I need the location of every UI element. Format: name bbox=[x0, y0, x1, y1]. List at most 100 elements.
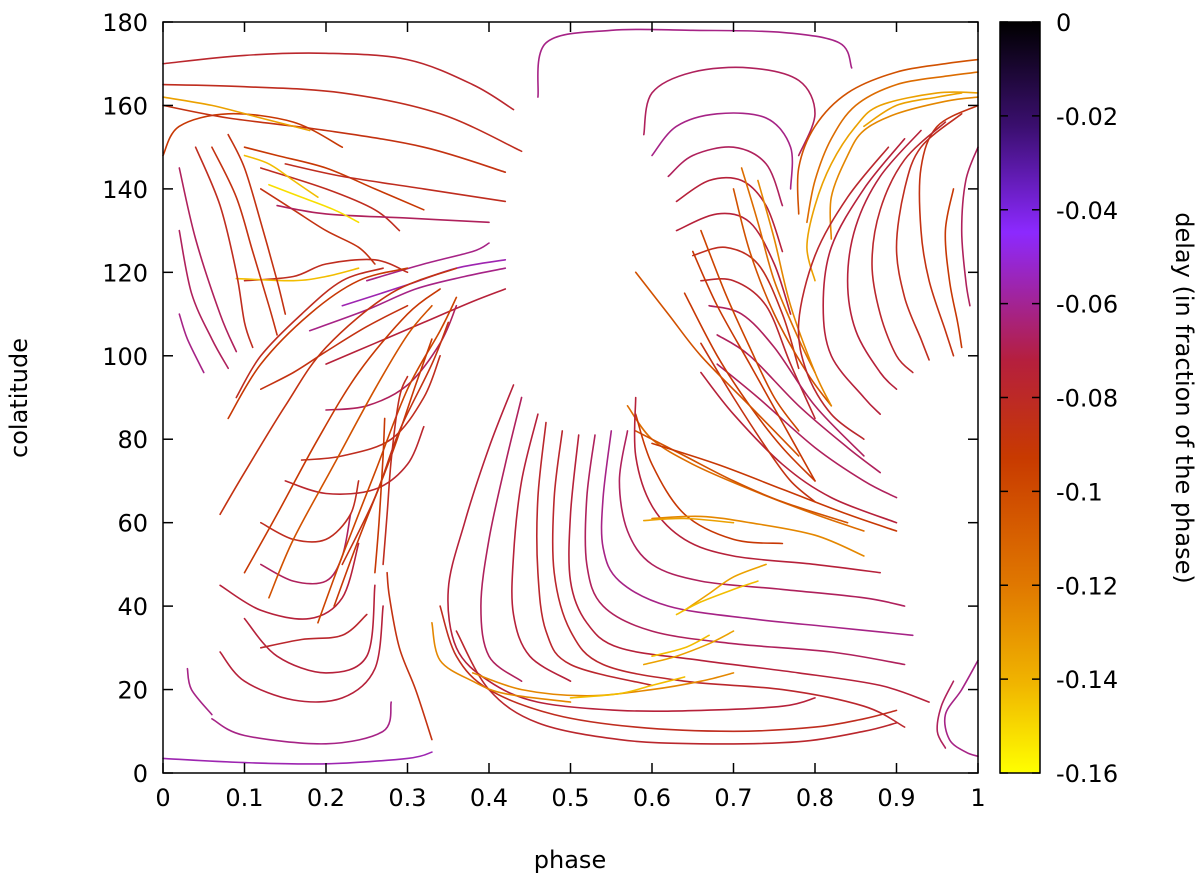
field-line-25 bbox=[317, 296, 458, 624]
field-line-53 bbox=[675, 212, 792, 315]
field-line-21 bbox=[227, 267, 409, 420]
field-line-91 bbox=[651, 515, 865, 557]
field-line-34 bbox=[211, 146, 278, 336]
field-line-54 bbox=[692, 246, 800, 370]
field-line-97 bbox=[863, 92, 963, 128]
field-line-26 bbox=[333, 338, 433, 607]
field-line-3 bbox=[186, 667, 213, 716]
field-line-17 bbox=[366, 242, 490, 282]
y-axis-label: colatitude bbox=[5, 338, 33, 458]
field-line-58 bbox=[716, 363, 898, 499]
field-line-31 bbox=[178, 229, 229, 370]
field-line-0 bbox=[162, 751, 433, 765]
x-tick-label: 0.9 bbox=[877, 784, 915, 812]
x-tick-label: 0.2 bbox=[307, 784, 345, 812]
field-line-8 bbox=[260, 513, 352, 585]
field-line-27 bbox=[341, 321, 450, 566]
field-line-72 bbox=[633, 396, 881, 574]
field-line-88 bbox=[651, 634, 710, 657]
field-line-35 bbox=[227, 133, 287, 315]
x-tick-label: 1 bbox=[970, 784, 985, 812]
colorbar-tick-label: -0.04 bbox=[1056, 197, 1118, 225]
y-tick-label: 180 bbox=[102, 9, 148, 37]
field-line-86 bbox=[569, 676, 686, 699]
field-line-11 bbox=[300, 355, 441, 461]
field-line-84 bbox=[431, 622, 572, 703]
field-line-67 bbox=[692, 250, 816, 482]
colorbar-tick-label: 0 bbox=[1056, 9, 1071, 37]
x-tick-label: 0.7 bbox=[714, 784, 752, 812]
field-line-49 bbox=[643, 66, 816, 157]
field-line-51 bbox=[667, 146, 784, 207]
field-line-90 bbox=[675, 580, 759, 616]
x-tick-label: 0 bbox=[155, 784, 170, 812]
field-line-14 bbox=[325, 288, 507, 365]
field-line-83 bbox=[455, 630, 898, 745]
field-line-96 bbox=[796, 58, 979, 215]
field-line-15 bbox=[308, 267, 507, 332]
field-line-7 bbox=[219, 542, 360, 620]
field-line-77 bbox=[551, 430, 906, 728]
field-line-20 bbox=[235, 267, 384, 399]
field-line-63 bbox=[732, 188, 833, 407]
field-line-104 bbox=[797, 146, 890, 440]
field-line-40 bbox=[284, 163, 507, 203]
field-line-29 bbox=[382, 375, 409, 566]
field-line-19 bbox=[235, 267, 360, 282]
x-axis-label: phase bbox=[534, 846, 606, 874]
field-line-22 bbox=[219, 267, 458, 516]
field-line-95 bbox=[806, 71, 979, 224]
field-line-71 bbox=[634, 413, 784, 545]
field-line-81 bbox=[447, 384, 816, 713]
y-tick-label: 0 bbox=[133, 760, 148, 788]
x-axis: 0 0.1 0.2 0.3 0.4 0.5 0.6 0.7 0.8 0.9 1 bbox=[155, 22, 986, 812]
x-tick-label: 0.8 bbox=[796, 784, 834, 812]
field-line-100 bbox=[895, 113, 963, 361]
field-line-103 bbox=[822, 138, 906, 415]
field-line-30 bbox=[178, 313, 205, 374]
field-line-65 bbox=[757, 179, 833, 407]
field-line-99 bbox=[918, 104, 979, 357]
field-line-66 bbox=[634, 271, 800, 457]
field-line-68 bbox=[626, 405, 865, 532]
colorbar-tick-label: -0.16 bbox=[1056, 760, 1118, 788]
field-line-47 bbox=[268, 183, 360, 224]
field-line-33 bbox=[194, 146, 254, 349]
field-line-36 bbox=[243, 146, 425, 211]
field-line-73 bbox=[618, 430, 906, 607]
x-tick-label: 0.3 bbox=[388, 784, 426, 812]
field-line-80 bbox=[480, 396, 523, 682]
field-line-48 bbox=[537, 28, 853, 98]
field-line-74 bbox=[600, 430, 914, 637]
field-line-75 bbox=[584, 434, 906, 666]
field-line-38 bbox=[260, 167, 401, 232]
field-line-106 bbox=[943, 659, 979, 758]
field-line-101 bbox=[871, 121, 947, 374]
y-tick-label: 40 bbox=[117, 593, 148, 621]
field-line-87 bbox=[643, 630, 735, 666]
field-line-18 bbox=[243, 258, 409, 282]
field-line-59 bbox=[700, 371, 898, 524]
field-line-69 bbox=[634, 430, 849, 524]
colorbar-tick-label: -0.12 bbox=[1056, 572, 1118, 600]
field-lines bbox=[162, 28, 979, 765]
field-line-45 bbox=[162, 96, 311, 132]
field-line-13 bbox=[260, 304, 409, 390]
field-line-62 bbox=[700, 229, 800, 432]
field-line-64 bbox=[740, 167, 816, 374]
field-line-24 bbox=[268, 304, 433, 599]
field-line-43 bbox=[162, 83, 523, 153]
field-line-89 bbox=[683, 563, 767, 612]
field-line-60 bbox=[700, 342, 816, 503]
colorbar-label: delay (in fraction of the phase) bbox=[1170, 212, 1198, 583]
field-line-93 bbox=[806, 91, 979, 282]
field-line-107 bbox=[936, 680, 955, 749]
y-axis: 0 20 40 60 80 100 120 140 160 180 bbox=[102, 9, 978, 788]
x-tick-label: 0.6 bbox=[633, 784, 671, 812]
field-line-98 bbox=[944, 188, 963, 349]
x-tick-label: 0.1 bbox=[225, 784, 263, 812]
y-tick-label: 160 bbox=[102, 92, 148, 120]
field-line-76 bbox=[568, 434, 930, 703]
field-line-1 bbox=[386, 571, 433, 741]
